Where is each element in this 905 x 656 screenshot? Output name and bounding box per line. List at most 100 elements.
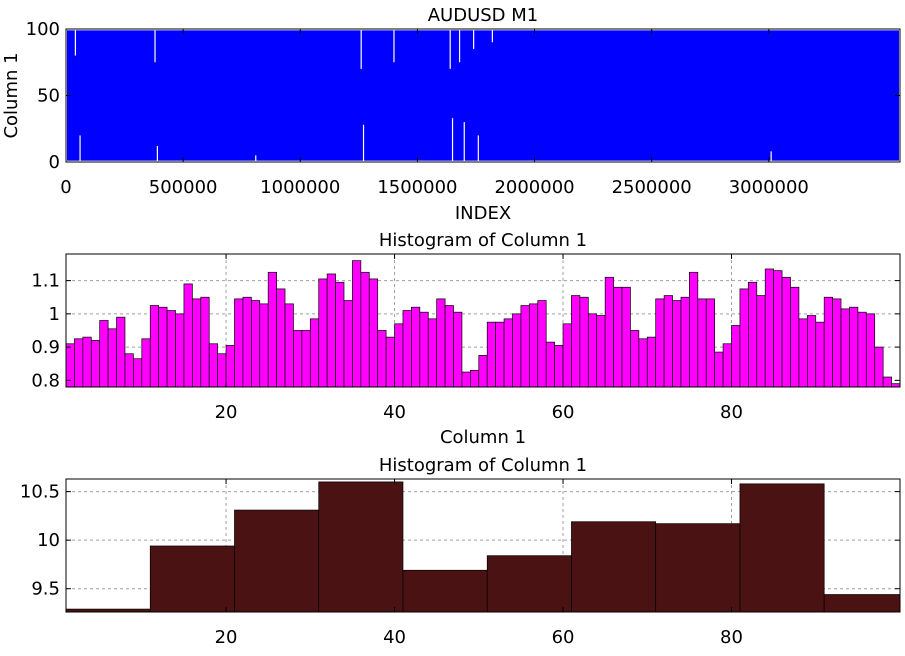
x-tick-label-1: 80 (720, 402, 743, 423)
histogram-bar-1 (680, 296, 690, 388)
y-tick-label-0: 50 (37, 86, 60, 107)
histogram-bar-1 (444, 305, 454, 388)
histogram-bar-1 (621, 286, 631, 388)
histogram-bar-1 (402, 310, 412, 388)
histogram-bar-1 (705, 298, 716, 388)
histogram-bar-1 (748, 281, 758, 388)
x-tick-label-1: 20 (215, 402, 238, 423)
histogram-bar-1 (478, 355, 488, 388)
histogram-bar-1 (99, 320, 109, 388)
histogram-bar-1 (175, 313, 185, 388)
histogram-bar-1 (158, 306, 168, 388)
x-tick-label-0: 2000000 (494, 177, 574, 198)
histogram-bar-1 (309, 318, 320, 388)
histogram-bar-1 (318, 278, 328, 388)
histogram-bar-2 (234, 509, 320, 613)
histogram-bar-1 (470, 370, 480, 388)
histogram-bar-1 (411, 306, 421, 388)
histogram-bar-1 (655, 298, 665, 388)
histogram-bar-1 (208, 343, 218, 388)
histogram-bar-1 (141, 338, 151, 388)
plot-frame-2 (65, 478, 901, 613)
chart-title-1: Histogram of Column 1 (379, 230, 587, 251)
histogram-bar-1 (882, 376, 892, 388)
x-tick-label-2: 60 (552, 627, 575, 648)
histogram-bar-1 (554, 345, 564, 388)
chart-title-2: Histogram of Column 1 (379, 455, 587, 476)
histogram-bar-1 (419, 311, 429, 388)
x-tick-label-2: 20 (215, 627, 238, 648)
x-tick-label-0: 0 (60, 177, 71, 198)
histogram-bar-1 (562, 323, 572, 388)
y-axis-label-0: Column 1 (1, 52, 22, 138)
histogram-bar-2 (318, 481, 404, 613)
histogram-bar-1 (840, 308, 850, 388)
histogram-bar-1 (133, 358, 143, 388)
histogram-bar-1 (149, 305, 160, 388)
histogram-bar-1 (259, 303, 269, 388)
histogram-bar-1 (284, 303, 294, 388)
histogram-bar-1 (537, 300, 547, 388)
histogram-bar-1 (604, 276, 614, 388)
histogram-bar-1 (849, 306, 859, 388)
histogram-bar-1 (672, 300, 682, 388)
histogram-bar-1 (352, 260, 362, 388)
x-tick-label-0: 3000000 (729, 177, 809, 198)
histogram-bar-1 (74, 338, 84, 388)
histogram-bar-1 (107, 328, 117, 388)
histogram-bar-1 (596, 315, 606, 388)
y-tick-label-0: 100 (26, 19, 60, 40)
histogram-bar-1 (571, 295, 581, 388)
y-tick-label-1: 0.9 (31, 337, 60, 358)
histogram-bar-1 (714, 351, 724, 388)
histogram-bar-1 (739, 288, 749, 388)
histogram-bar-2 (402, 569, 488, 613)
histogram-bar-1 (293, 330, 303, 388)
histogram-bar-1 (815, 321, 825, 388)
histogram-bar-1 (394, 323, 404, 388)
histogram-bar-1 (512, 313, 522, 388)
histogram-bar-1 (773, 270, 783, 388)
histogram-bar-1 (116, 316, 126, 388)
histogram-bar-1 (461, 371, 471, 388)
histogram-bar-1 (301, 330, 311, 388)
histogram-bar-1 (453, 311, 463, 388)
x-tick-label-2: 40 (383, 627, 406, 648)
histogram-bar-1 (276, 288, 286, 388)
histogram-bar-1 (217, 353, 227, 388)
y-tick-label-2: 10 (37, 530, 60, 551)
x-tick-label-0: 1500000 (377, 177, 457, 198)
histogram-bar-1 (343, 300, 353, 388)
histogram-bar-1 (790, 286, 800, 388)
histogram-bar-1 (225, 345, 235, 388)
histogram-bar-1 (520, 305, 530, 388)
histogram-bar-1 (722, 343, 732, 388)
histogram-bar-2 (149, 545, 235, 613)
x-tick-label-1: 40 (383, 402, 406, 423)
histogram-bar-1 (689, 271, 699, 388)
histogram-bar-1 (697, 298, 707, 388)
histogram-bar-1 (865, 313, 876, 388)
histogram-bar-1 (587, 313, 598, 388)
histogram-bar-1 (495, 321, 505, 388)
histogram-bar-1 (613, 286, 623, 388)
histogram-bar-1 (638, 338, 648, 388)
histogram-bar-1 (427, 318, 438, 388)
histogram-bar-1 (124, 353, 134, 388)
x-axis-label-1: Column 1 (440, 427, 526, 448)
histogram-bar-1 (377, 330, 387, 388)
histogram-bar-1 (335, 281, 345, 388)
histogram-bar-1 (200, 296, 210, 388)
histogram-bar-1 (326, 273, 336, 388)
plot-frame-1 (65, 253, 901, 388)
y-tick-label-2: 9.5 (31, 579, 60, 600)
x-tick-label-2: 80 (720, 627, 743, 648)
histogram-bar-1 (436, 298, 446, 388)
histogram-bar-1 (663, 295, 673, 388)
histogram-bar-1 (756, 295, 766, 388)
histogram-bar-1 (503, 318, 513, 388)
histogram-bar-1 (183, 283, 193, 388)
histogram-bar-1 (764, 268, 774, 388)
